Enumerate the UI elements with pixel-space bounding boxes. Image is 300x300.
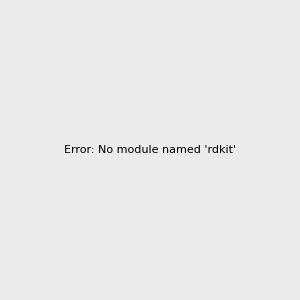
Text: Error: No module named 'rdkit': Error: No module named 'rdkit' — [64, 145, 236, 155]
